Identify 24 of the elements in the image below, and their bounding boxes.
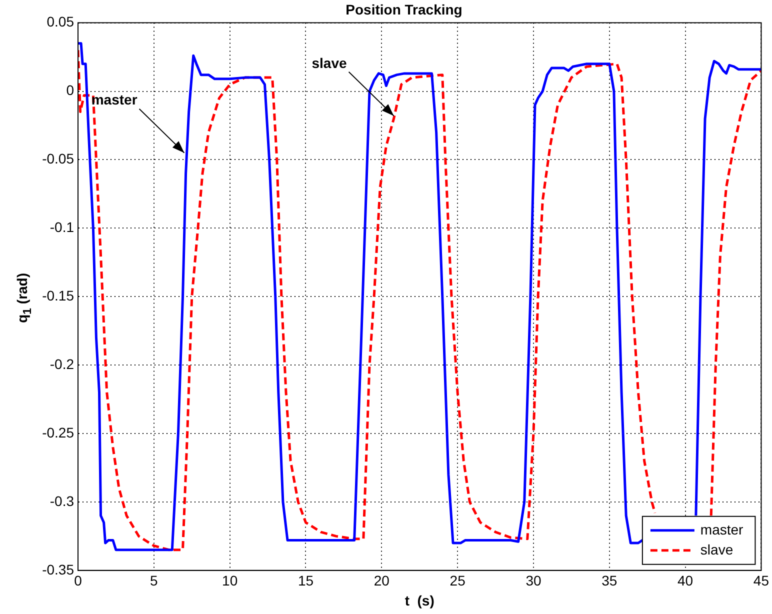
- x-tick-label: 35: [602, 572, 618, 589]
- y-tick-label: -0.25: [42, 424, 74, 440]
- x-tick-label: 45: [753, 572, 770, 589]
- legend-label: master: [700, 521, 744, 538]
- y-tick-label: -0.05: [42, 150, 74, 167]
- y-tick-label: -0.1: [50, 219, 74, 236]
- chart-title: Position Tracking: [346, 1, 462, 18]
- y-tick-label: 0.05: [46, 14, 74, 30]
- legend-label: slave: [700, 541, 734, 558]
- x-axis-title: t (s): [404, 592, 434, 608]
- x-tick-label: 30: [526, 572, 542, 589]
- x-tick-label: 5: [150, 572, 158, 589]
- annotation: master: [91, 92, 138, 108]
- x-tick-label: 10: [222, 572, 238, 589]
- y-tick-label: -0.35: [42, 561, 74, 578]
- x-tick-label: 15: [298, 572, 314, 589]
- y-tick-label: -0.3: [50, 492, 74, 509]
- x-tick-label: 20: [374, 572, 390, 589]
- x-tick-label: 25: [450, 572, 466, 589]
- y-tick-label: 0: [66, 82, 74, 98]
- x-tick-label: 40: [678, 572, 694, 589]
- y-tick-label: -0.15: [42, 287, 74, 304]
- annotation: slave: [312, 54, 347, 71]
- y-tick-label: -0.2: [50, 356, 74, 372]
